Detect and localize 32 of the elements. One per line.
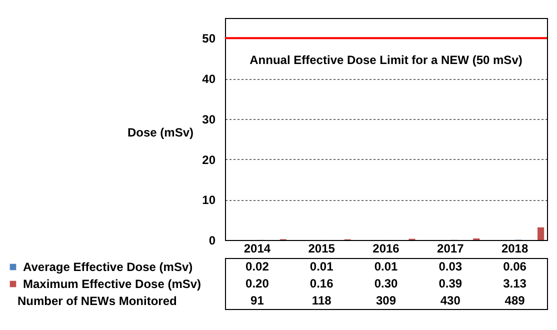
legend-label: Maximum Effective Dose (mSv) <box>23 277 202 291</box>
data-label: 0.01 <box>310 260 334 274</box>
y-tick-label: 50 <box>202 32 216 46</box>
text: 118 <box>312 294 332 308</box>
data-label: 0.01 <box>374 260 398 274</box>
y-tick-label: 0 <box>208 234 216 248</box>
data-label: 3.13 <box>503 276 527 290</box>
legend-label: Average Effective Dose (mSv) <box>23 260 193 274</box>
x-tick-label: 2015 <box>308 242 336 256</box>
x-tick-label: 2018 <box>501 242 528 256</box>
data-label: 0.06 <box>503 260 527 274</box>
data-label: 0.16 <box>310 276 334 290</box>
text: 430 <box>440 294 461 308</box>
y-axis-title: Dose (mSv) <box>127 126 194 140</box>
text: Number of NEWs Monitored <box>18 294 177 308</box>
data-label: 0.20 <box>246 276 270 290</box>
text: 489 <box>504 294 526 308</box>
x-tick-label: 2014 <box>244 242 271 256</box>
data-label: 0.03 <box>438 260 462 274</box>
y-tick-label: 10 <box>202 193 216 208</box>
data-label: 0.30 <box>374 276 398 290</box>
x-tick-label: 2016 <box>372 242 400 256</box>
ref-line-label: Annual Effective Dose Limit for a NEW (50 mSv) <box>250 53 522 68</box>
x-tick-label: 2017 <box>437 242 464 256</box>
text: 309 <box>376 294 396 308</box>
y-tick-label: 20 <box>202 152 216 167</box>
data-label: 0.02 <box>246 260 270 274</box>
text: 91 <box>250 294 264 308</box>
data-label: 0.39 <box>438 276 462 290</box>
bar <box>537 227 544 240</box>
y-tick-label: 40 <box>202 72 216 86</box>
y-tick-label: 30 <box>202 112 216 126</box>
